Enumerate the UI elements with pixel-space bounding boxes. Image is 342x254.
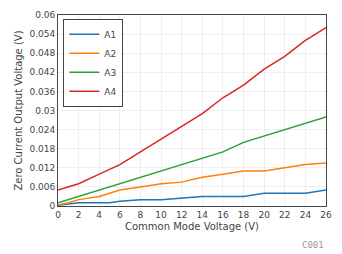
svg-text:0.054: 0.054 <box>29 29 55 39</box>
svg-text:0.042: 0.042 <box>29 67 55 77</box>
svg-text:A2: A2 <box>104 49 116 59</box>
svg-text:0: 0 <box>49 201 55 211</box>
svg-text:0.006: 0.006 <box>29 182 55 192</box>
svg-text:10: 10 <box>155 210 167 220</box>
svg-text:Common Mode Voltage (V): Common Mode Voltage (V) <box>125 221 259 232</box>
svg-text:16: 16 <box>217 210 229 220</box>
svg-text:4: 4 <box>96 210 102 220</box>
svg-text:26: 26 <box>320 210 332 220</box>
svg-text:A1: A1 <box>104 30 116 40</box>
svg-text:6: 6 <box>117 210 123 220</box>
svg-text:2: 2 <box>76 210 82 220</box>
svg-text:0.06: 0.06 <box>35 10 55 20</box>
svg-text:22: 22 <box>279 210 290 220</box>
svg-text:A3: A3 <box>104 68 116 78</box>
svg-text:0.048: 0.048 <box>29 48 55 58</box>
svg-text:0.012: 0.012 <box>29 163 55 173</box>
svg-text:24: 24 <box>300 210 312 220</box>
svg-text:12: 12 <box>176 210 187 220</box>
svg-text:18: 18 <box>238 210 250 220</box>
svg-text:0.036: 0.036 <box>29 87 55 97</box>
svg-text:20: 20 <box>258 210 270 220</box>
svg-text:Zero Current Output Voltage (V: Zero Current Output Voltage (V) <box>13 30 24 190</box>
svg-text:0.03: 0.03 <box>35 106 55 116</box>
svg-text:14: 14 <box>197 210 209 220</box>
svg-text:0: 0 <box>55 210 61 220</box>
svg-text:C001: C001 <box>302 240 324 250</box>
svg-text:A4: A4 <box>104 87 116 97</box>
svg-text:0.024: 0.024 <box>29 125 55 135</box>
svg-text:0.018: 0.018 <box>29 144 55 154</box>
svg-text:8: 8 <box>138 210 144 220</box>
